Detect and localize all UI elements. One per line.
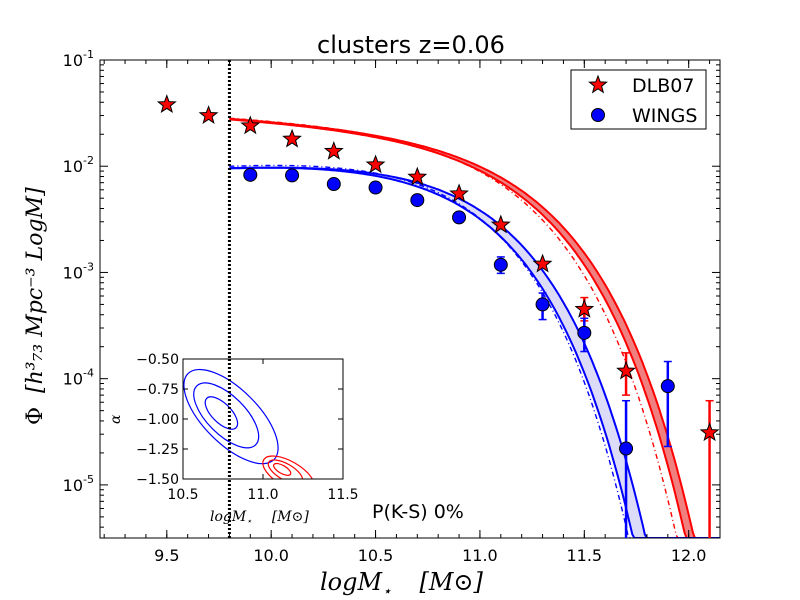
data-point-wings	[577, 325, 592, 340]
y-tick-exponent: -5	[83, 473, 94, 486]
inset-plot-area: 10.5 11.0 11.5 −0.50 −0.75 −1.00 −1.25 −1.50	[136, 352, 358, 503]
data-point-wings	[410, 193, 425, 208]
contour-dlb07-level-3	[262, 455, 315, 479]
y-axis-label-main: Φ	[23, 407, 48, 425]
data-point-wings	[285, 168, 300, 183]
y-tick-label: 10-1	[63, 48, 94, 70]
inset-y-axis-label: α	[108, 414, 124, 424]
data-point-wings	[535, 297, 550, 312]
contour-wings-level-2	[193, 382, 260, 449]
fit-curve-dashdot-dlb07	[229, 117, 720, 538]
data-point-wings	[619, 441, 634, 456]
x-tick-label: 11.5	[566, 546, 602, 565]
chart-title: clusters z=0.06	[317, 31, 505, 59]
inset-x-tick-label: 10.5	[167, 487, 198, 503]
data-point-wings	[243, 167, 258, 182]
data-point-wings	[452, 210, 467, 225]
legend-marker-dlb07	[588, 74, 608, 94]
x-axis-label-main: logM	[320, 568, 383, 596]
inset-x-tick-label: 11.0	[247, 487, 278, 503]
legend-star-marker	[588, 74, 608, 94]
y-axis-label-unit: [h³₇₃ Mpc⁻³ LogM]	[23, 187, 48, 393]
data-point-dlb07	[323, 140, 344, 160]
inset-y-tick-label: −1.00	[136, 412, 179, 428]
data-point-dlb07	[699, 422, 720, 442]
y-axis-label: Φ [h³₇₃ Mpc⁻³ LogM]	[23, 187, 48, 425]
data-point-dlb07	[282, 128, 302, 148]
contour-dlb07-level-1	[273, 462, 292, 476]
data-point-dlb07	[574, 298, 595, 318]
legend: DLB07 WINGS	[570, 69, 707, 130]
y-tick-exponent: -2	[83, 154, 94, 167]
x-tick-label: 10.0	[253, 546, 289, 565]
data-point-dlb07	[198, 105, 219, 124]
y-tick-base: 10	[63, 263, 83, 282]
data-point-dlb07	[490, 214, 511, 234]
fit-curve-dashdot-wings	[229, 164, 720, 538]
data-point-dlb07	[532, 253, 553, 273]
ks-annotation: P(K-S) 0%	[372, 501, 464, 523]
legend-marker-wings	[591, 108, 605, 122]
fit-curves	[229, 117, 720, 538]
y-tick-exponent: -1	[83, 48, 94, 61]
x-tick-label: 10.5	[358, 546, 394, 565]
x-axis-label-unit: [M⊙]	[419, 568, 483, 596]
inset-y-tick-label: −0.50	[136, 352, 179, 368]
x-tick-label: 12.0	[671, 546, 707, 565]
data-point-dlb07	[449, 183, 469, 203]
y-tick-base: 10	[63, 476, 83, 495]
data-point-wings	[326, 177, 341, 192]
data-point-dlb07	[156, 94, 177, 114]
inset-x-axis-label-unit: [M⊙]	[272, 509, 310, 525]
plot-frame	[99, 59, 721, 539]
y-tick-base: 10	[63, 157, 83, 176]
inset-x-axis-label-sub: ⋆	[246, 517, 252, 527]
data-point-dlb07	[240, 115, 261, 135]
x-tick-label: 11.0	[462, 546, 498, 565]
inset-y-tick-label: −1.50	[136, 472, 179, 488]
x-tick-label: 9.5	[154, 546, 179, 565]
fit-curve-lower-dlb07	[229, 118, 720, 538]
inset-x-axis-label-main: logM	[210, 509, 247, 525]
y-tick-base: 10	[63, 370, 83, 389]
legend-label-wings: WINGS	[632, 105, 697, 127]
data-point-wings	[493, 257, 508, 272]
y-tick-label: 10-5	[63, 473, 94, 495]
y-tick-label: 10-4	[63, 367, 94, 389]
contour-wings-level-1	[204, 396, 239, 430]
y-tick-label: 10-2	[63, 154, 94, 176]
inset-y-tick-label: −0.75	[136, 382, 179, 398]
y-tick-exponent: -4	[83, 367, 94, 380]
inset-x-axis-label: logM⋆ [M⊙]	[210, 509, 309, 527]
data-point-dlb07	[407, 166, 428, 186]
inset-x-tick-label: 11.5	[327, 487, 358, 503]
y-tick-base: 10	[63, 51, 83, 70]
data-point-dlb07	[616, 360, 636, 380]
inset-background	[183, 359, 343, 479]
data-point-wings	[660, 379, 675, 394]
inset-y-tick-label: −1.25	[136, 442, 179, 458]
data-point-dlb07	[365, 154, 386, 174]
legend-circle-marker	[591, 108, 605, 122]
x-axis-label: logM⋆ [M⊙]	[320, 568, 484, 600]
legend-label-dlb07: DLB07	[632, 75, 694, 97]
x-axis-label-sub: ⋆	[382, 582, 391, 600]
y-tick-label: 10-3	[63, 260, 94, 282]
data-point-wings	[368, 180, 383, 195]
fit-band-dlb07	[229, 118, 720, 538]
data-points	[156, 94, 720, 538]
y-tick-exponent: -3	[83, 260, 94, 273]
